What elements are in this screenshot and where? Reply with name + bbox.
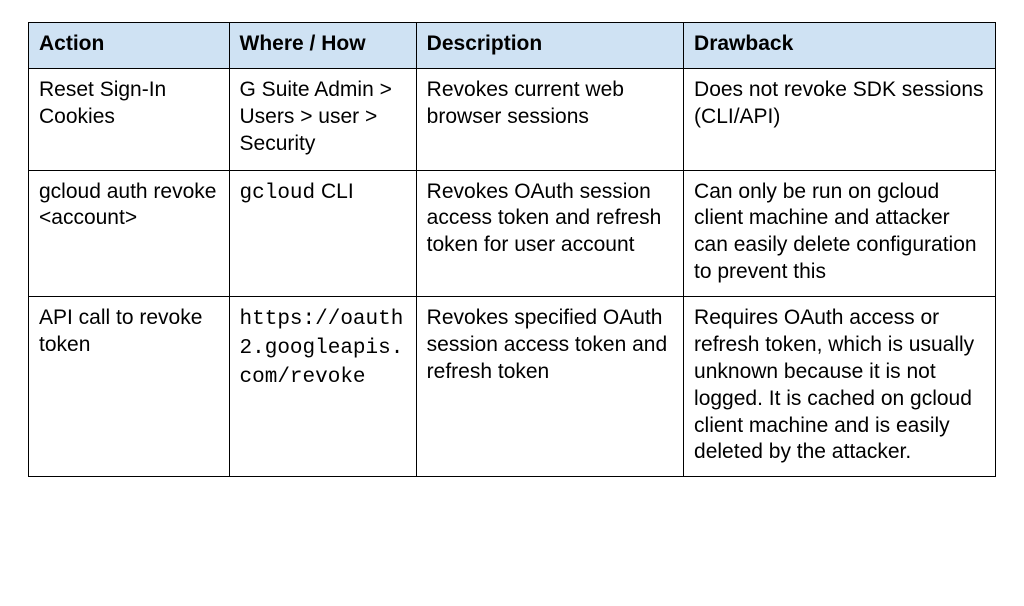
table-row: API call to revoke token https://oauth2.…: [29, 297, 996, 477]
table-body: Reset Sign-In Cookies G Suite Admin > Us…: [29, 68, 996, 476]
col-header-action: Action: [29, 23, 230, 69]
cell-action: Reset Sign-In Cookies: [29, 68, 230, 170]
table-head: Action Where / How Description Drawback: [29, 23, 996, 69]
col-header-description: Description: [416, 23, 683, 69]
cell-description: Revokes specified OAuth session access t…: [416, 297, 683, 477]
page-container: Action Where / How Description Drawback …: [0, 0, 1024, 499]
cell-description: Revokes current web browser sessions: [416, 68, 683, 170]
table-row: Reset Sign-In Cookies G Suite Admin > Us…: [29, 68, 996, 170]
table-header-row: Action Where / How Description Drawback: [29, 23, 996, 69]
where-suffix-text: CLI: [315, 180, 354, 203]
cell-drawback: Can only be run on gcloud client machine…: [684, 170, 996, 297]
table-row: gcloud auth revoke <account> gcloud CLI …: [29, 170, 996, 297]
cell-action: API call to revoke token: [29, 297, 230, 477]
cell-description: Revokes OAuth session access token and r…: [416, 170, 683, 297]
revoke-methods-table: Action Where / How Description Drawback …: [28, 22, 996, 477]
cell-where: gcloud CLI: [229, 170, 416, 297]
where-mono-text: gcloud: [240, 182, 316, 205]
where-plain-text: G Suite Admin > Users > user > Security: [240, 78, 392, 155]
where-mono-text: https://oauth2.googleapis.com/revoke: [240, 308, 404, 389]
cell-where: G Suite Admin > Users > user > Security: [229, 68, 416, 170]
col-header-where: Where / How: [229, 23, 416, 69]
cell-drawback: Does not revoke SDK sessions (CLI/API): [684, 68, 996, 170]
cell-where: https://oauth2.googleapis.com/revoke: [229, 297, 416, 477]
col-header-drawback: Drawback: [684, 23, 996, 69]
cell-drawback: Requires OAuth access or refresh token, …: [684, 297, 996, 477]
cell-action: gcloud auth revoke <account>: [29, 170, 230, 297]
